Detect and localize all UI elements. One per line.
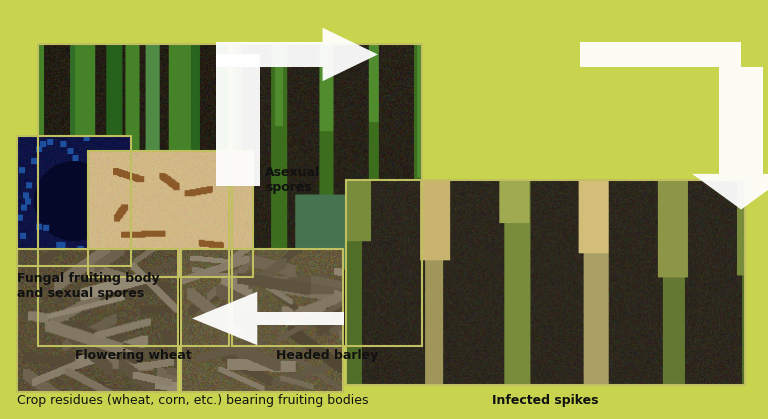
FancyBboxPatch shape — [580, 42, 741, 67]
Polygon shape — [692, 174, 768, 210]
FancyBboxPatch shape — [257, 313, 344, 325]
Text: Asexual
spores: Asexual spores — [265, 166, 320, 194]
Polygon shape — [323, 28, 378, 81]
Text: Fungal fruiting body
and sexual spores: Fungal fruiting body and sexual spores — [17, 272, 160, 300]
FancyBboxPatch shape — [719, 67, 763, 174]
Polygon shape — [192, 292, 257, 345]
Bar — [232, 44, 422, 346]
FancyBboxPatch shape — [216, 54, 260, 186]
FancyBboxPatch shape — [216, 42, 323, 67]
Text: Headed barley: Headed barley — [276, 349, 379, 362]
Bar — [88, 151, 253, 277]
Bar — [346, 180, 745, 385]
Bar — [38, 44, 229, 346]
Text: Crop residues (wheat, corn, etc.) bearing fruiting bodies: Crop residues (wheat, corn, etc.) bearin… — [17, 394, 369, 407]
Bar — [181, 249, 343, 392]
Text: Infected spikes: Infected spikes — [492, 394, 598, 407]
Bar — [17, 136, 131, 266]
Text: Flowering wheat: Flowering wheat — [75, 349, 192, 362]
Bar — [17, 249, 178, 392]
